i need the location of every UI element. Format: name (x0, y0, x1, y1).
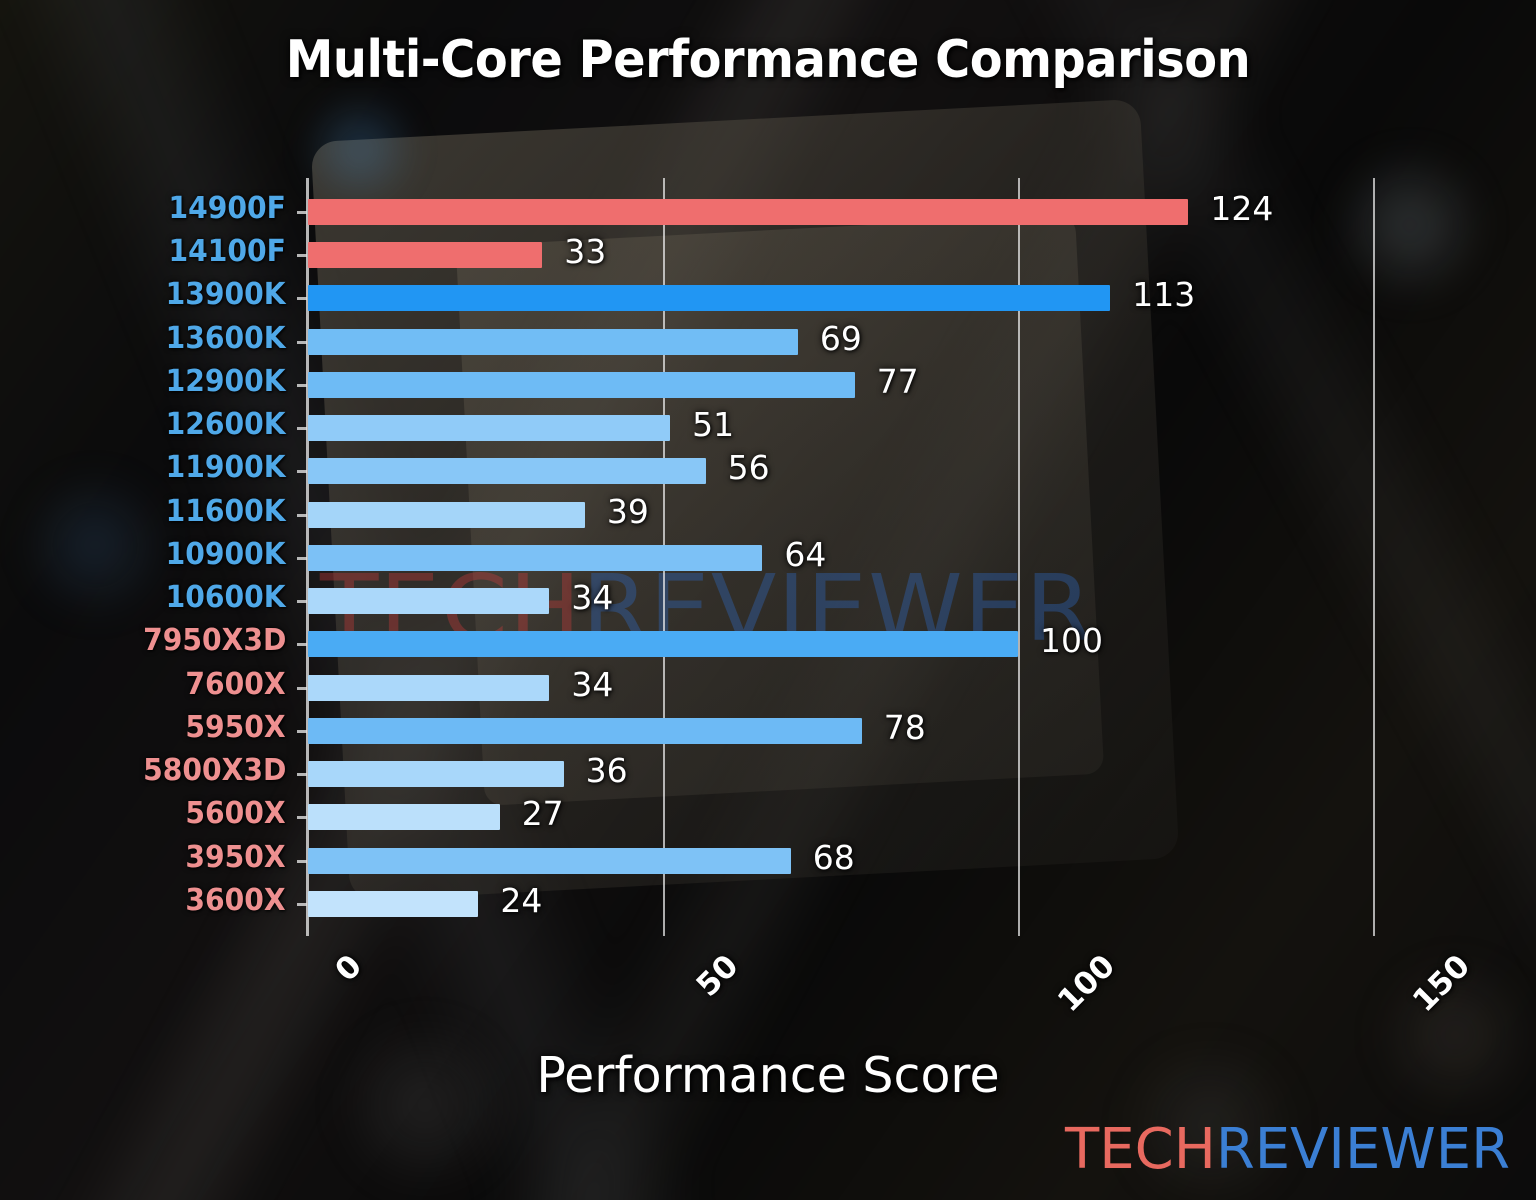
gridline-150 (1373, 178, 1375, 936)
bar-value-label: 100 (1040, 621, 1103, 661)
bar-value-label: 78 (883, 707, 926, 747)
bar (308, 328, 798, 355)
bar-value-label: 34 (571, 664, 614, 704)
bar (308, 242, 543, 268)
bokeh-6 (1370, 960, 1536, 1110)
bokeh-4 (330, 1020, 520, 1190)
y-axis-label-12600k: 12600K (166, 407, 286, 443)
y-tick (297, 513, 307, 517)
brand-logo-part-a: TECH (1065, 1117, 1216, 1182)
bar (308, 717, 862, 744)
y-axis-label-11900k: 11900K (166, 450, 286, 486)
bar (308, 371, 855, 398)
y-axis-label-5950x: 5950X (185, 709, 286, 745)
bar (308, 415, 671, 442)
bar-value-label: 64 (784, 534, 827, 574)
y-tick (297, 686, 307, 690)
brand-logo-part-b: REVIEWER (1215, 1117, 1510, 1182)
bar (308, 804, 500, 831)
bar (308, 458, 706, 485)
y-tick (297, 600, 307, 604)
bokeh-5 (1110, 1050, 1310, 1200)
y-axis-spine (306, 178, 309, 936)
bokeh-3 (20, 470, 170, 620)
bar (308, 501, 585, 528)
bar-value-label: 27 (521, 794, 564, 834)
bar-value-label: 56 (727, 448, 770, 488)
bar (308, 588, 550, 615)
y-axis-label-7950x3d: 7950X3D (142, 623, 286, 659)
plot-area (297, 178, 1375, 936)
y-tick (297, 643, 307, 647)
bar (308, 761, 564, 788)
bar-value-label: 68 (812, 837, 855, 877)
y-tick (297, 340, 307, 344)
bokeh-1 (300, 90, 420, 210)
y-axis-label-10900k: 10900K (166, 536, 286, 572)
bar (308, 285, 1111, 312)
y-tick (297, 902, 307, 906)
y-tick (297, 773, 307, 777)
gridline-100 (1018, 178, 1020, 936)
bar (308, 631, 1018, 658)
bar-value-label: 33 (564, 232, 607, 271)
y-tick (297, 210, 307, 214)
y-tick (297, 297, 307, 301)
y-tick (297, 470, 307, 474)
bar-value-label: 124 (1210, 188, 1274, 228)
y-axis-label-13600k: 13600K (166, 320, 286, 356)
bar-value-label: 77 (876, 361, 919, 401)
bar (308, 544, 763, 571)
y-axis-label-13900k: 13900K (166, 277, 286, 313)
y-axis-label-7600x: 7600X (185, 666, 286, 702)
y-axis-label-5600x: 5600X (185, 796, 286, 832)
bokeh-2 (1330, 150, 1490, 300)
y-tick (297, 383, 307, 387)
y-tick (297, 729, 307, 733)
bar-value-label: 34 (571, 578, 614, 618)
y-tick (297, 859, 307, 863)
bar (308, 674, 550, 701)
brand-logo: TECHREVIEWER (1065, 1117, 1510, 1182)
y-axis-label-14900f: 14900F (168, 190, 286, 226)
bar-value-label: 24 (500, 880, 543, 920)
bar (308, 847, 791, 874)
y-axis-label-3600x: 3600X (185, 882, 286, 918)
y-tick (297, 556, 307, 560)
x-axis-title: Performance Score (536, 1047, 1000, 1104)
bar-value-label: 36 (585, 751, 628, 791)
bar-value-label: 113 (1132, 275, 1196, 315)
y-axis-label-3950x: 3950X (185, 839, 286, 875)
bar-value-label: 39 (606, 491, 649, 531)
y-tick (297, 816, 307, 820)
y-axis-label-11600k: 11600K (166, 493, 286, 529)
y-tick (297, 254, 307, 257)
y-axis-label-10600k: 10600K (166, 580, 286, 616)
bar-value-label: 51 (692, 405, 735, 445)
y-axis-label-12900k: 12900K (166, 363, 286, 399)
bar-value-label: 69 (819, 318, 862, 358)
page-title: Multi-Core Performance Comparison (285, 30, 1251, 90)
bar (308, 890, 479, 917)
bar (308, 198, 1189, 225)
y-tick (297, 427, 307, 431)
y-axis-label-14100f: 14100F (168, 234, 286, 269)
y-axis-label-5800x3d: 5800X3D (142, 753, 286, 789)
